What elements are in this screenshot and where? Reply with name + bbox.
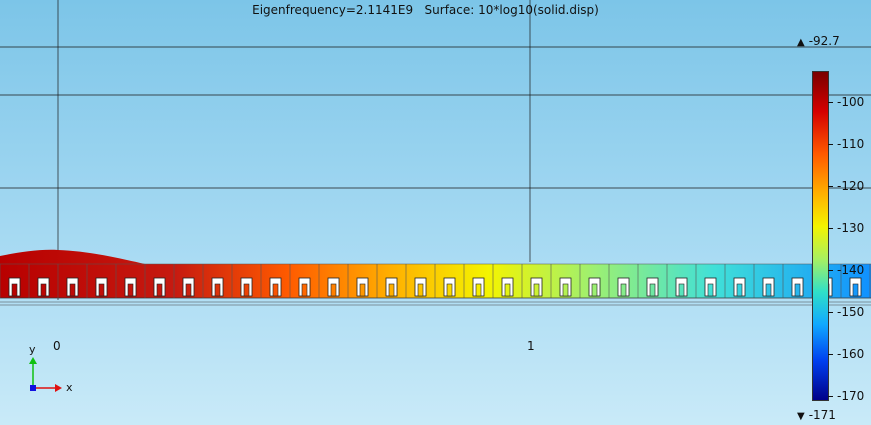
cell-post [620,283,627,297]
cell-post [127,283,134,297]
plot-title: Eigenfrequency=2.1141E9 Surface: 10*log1… [252,3,599,17]
deformed-structure [0,249,871,306]
colorbar-max: ▲ -92.7 [797,34,840,48]
cell-post [417,283,424,297]
cell-post [678,283,685,297]
cell-post [649,283,656,297]
cell-post [707,283,714,297]
colorbar-tick: -140 [828,263,864,277]
cell-post [11,283,18,297]
grid [0,0,871,300]
cell-post [214,283,221,297]
cell-post [446,283,453,297]
colorbar-tick: -100 [828,95,864,109]
cell-post [562,283,569,297]
colorbar-tick: -150 [828,305,864,319]
colorbar-min-value: -171 [808,408,836,422]
cell-post [475,283,482,297]
cell-post [156,283,163,297]
cell-post [40,283,47,297]
cell-post [301,283,308,297]
cell-post [794,283,801,297]
axis-triad-icon [29,357,62,392]
colorbar-max-value: -92.7 [808,34,840,48]
cell-post [272,283,279,297]
x-tick-label: 0 [53,339,61,353]
cell-post [243,283,250,297]
triangle-up-icon: ▲ [797,37,805,48]
cell-post [504,283,511,297]
cell-post [533,283,540,297]
triangle-down-icon: ▼ [797,411,805,422]
cell-post [736,283,743,297]
colorbar [812,71,829,401]
triad-y-label: y [29,343,36,356]
cell-post [359,283,366,297]
cell-post [388,283,395,297]
colorbar-tick: -130 [828,221,864,235]
colorbar-tick: -110 [828,137,864,151]
cell-post [330,283,337,297]
cell-post [98,283,105,297]
cell-post [185,283,192,297]
x-tick-label: 1 [527,339,535,353]
cell-post [69,283,76,297]
colorbar-min: ▼ -171 [797,408,836,422]
cell-post [591,283,598,297]
triad-x-label: x [66,381,73,394]
cell-post [852,283,859,297]
colorbar-tick: -160 [828,347,864,361]
colorbar-tick: -120 [828,179,864,193]
cell-post [765,283,772,297]
colorbar-tick: -170 [828,389,864,403]
